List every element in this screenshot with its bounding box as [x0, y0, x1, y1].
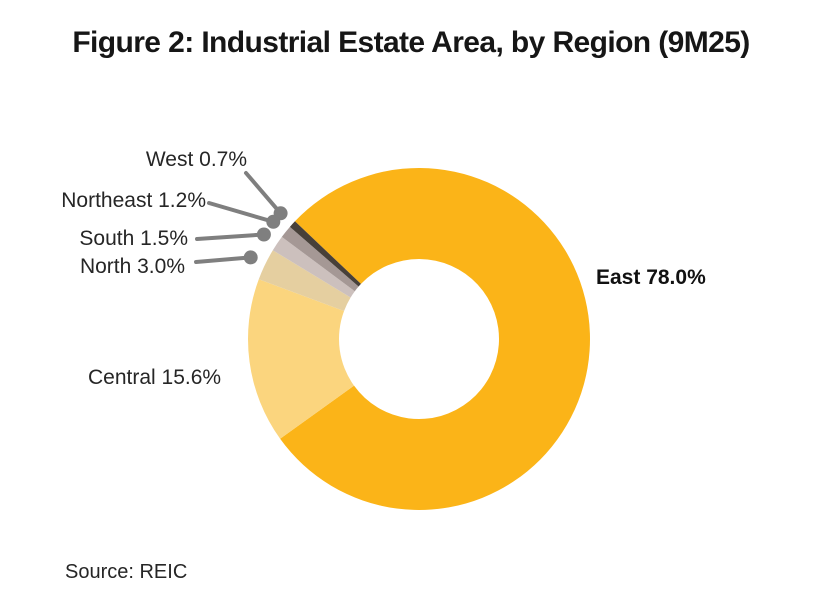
source-note: Source: REIC	[65, 561, 188, 583]
leader-line-northeast	[207, 201, 276, 224]
leader-dot-south	[256, 227, 271, 242]
donut-slice-east	[280, 168, 590, 511]
slice-label-north: North 3.0%	[79, 255, 185, 278]
slice-label-northeast: Northeast 1.2%	[61, 189, 206, 212]
leader-line-west	[244, 171, 283, 216]
donut-slice-north	[258, 250, 351, 312]
leader-line-north	[194, 255, 253, 264]
leader-dot-north	[243, 250, 258, 265]
donut-slice-west	[289, 221, 361, 287]
slice-label-east: East 78.0%	[596, 266, 706, 289]
chart-title: Figure 2: Industrial Estate Area, by Reg…	[72, 26, 750, 59]
leader-line-south	[195, 232, 266, 241]
donut-slice-central	[248, 279, 355, 439]
slice-label-south: South 1.5%	[79, 227, 188, 250]
leader-dot-northeast	[266, 214, 281, 229]
donut-slice-northeast	[281, 226, 359, 292]
slice-label-west: West 0.7%	[145, 148, 247, 171]
donut-slice-south	[272, 236, 355, 298]
slice-label-central: Central 15.6%	[88, 366, 222, 389]
